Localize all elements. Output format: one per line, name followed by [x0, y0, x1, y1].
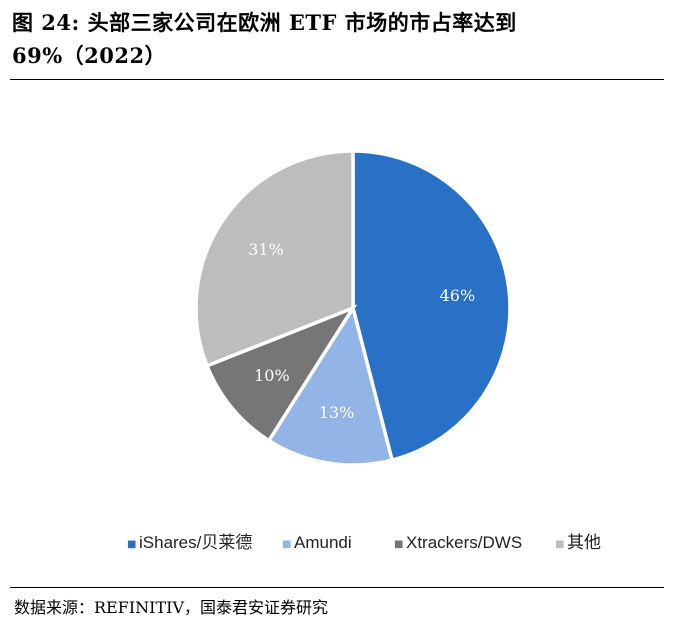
legend-item-series-3: ■ 其他: [555, 533, 601, 552]
title-rule: [10, 79, 664, 80]
slice-value-label: 13%: [319, 403, 355, 422]
chart-legend: ■ iShares/贝莱德 ■ Amundi ■ Xtrackers/DWS ■ 其他: [127, 533, 601, 552]
data-source-note: 数据来源：REFINITIV，国泰君安证券研究: [14, 598, 329, 617]
legend-marker: ■: [555, 539, 564, 550]
pie-slices: [194, 149, 512, 467]
legend-marker: ■: [394, 539, 403, 550]
figure-title: 图 24: 头部三家公司在欧洲 ETF 市场的市占率达到 69%（2022）: [12, 10, 517, 68]
legend-label: Amundi: [294, 533, 352, 552]
legend-label: iShares/贝莱德: [139, 533, 252, 552]
pie-slice-ishares: [351, 149, 512, 463]
legend-item-ishares: ■ iShares/贝莱德: [127, 533, 252, 552]
slice-value-label: 10%: [254, 366, 290, 385]
pie-slice-series-3: [194, 149, 355, 369]
slice-value-label: 46%: [440, 286, 476, 305]
legend-marker: ■: [127, 539, 136, 550]
pie-slice-xtrackers-dws: [204, 304, 358, 443]
legend-label: 其他: [567, 533, 601, 552]
slice-value-label: 31%: [248, 240, 284, 259]
legend-item-xtrackers-dws: ■ Xtrackers/DWS: [394, 533, 522, 552]
legend-label: Xtrackers/DWS: [406, 533, 522, 552]
legend-item-amundi: ■ Amundi: [282, 533, 352, 552]
legend-marker: ■: [282, 539, 291, 550]
pie-slice-labels: 46% 13% 10% 31%: [248, 240, 475, 422]
source-rule: [10, 587, 664, 588]
pie-slice-amundi: [266, 303, 395, 467]
